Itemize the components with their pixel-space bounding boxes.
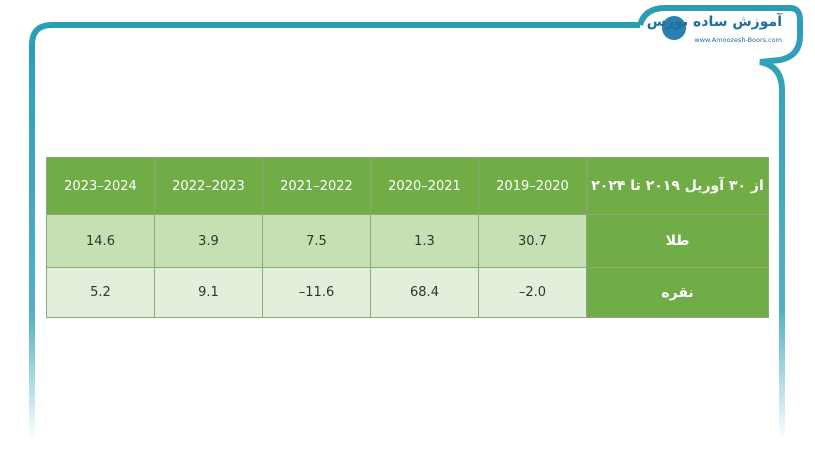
logo: آموزش ساده بورس www.Amoozesh-Boors.com <box>647 12 798 48</box>
header-cell: 2022–2023 <box>154 157 263 215</box>
header-row: از ۳۰ آوریل ۲۰۱۹ تا ۲۰۲۴ 2019–2020 2020–20… <box>46 157 769 215</box>
frame-left <box>29 22 640 440</box>
cell: 68.4 <box>370 267 479 318</box>
table-row: طلا 30.7 1.3 7.5 3.9 14.6 <box>46 214 769 268</box>
header-cell: 2020–2021 <box>370 157 479 215</box>
cell: 30.7 <box>478 214 587 268</box>
header-cell: 2023–2024 <box>46 157 155 215</box>
table-row: نقره –2.0 68.4 –11.6 9.1 5.2 <box>46 267 769 318</box>
header-cell: 2021–2022 <box>262 157 371 215</box>
header-cell: از ۳۰ آوریل ۲۰۱۹ تا ۲۰۲۴ <box>586 157 769 215</box>
cell: –2.0 <box>478 267 587 318</box>
cell: 7.5 <box>262 214 371 268</box>
logo-title: آموزش ساده بورس <box>646 14 782 30</box>
table: از ۳۰ آوریل ۲۰۱۹ تا ۲۰۲۴ 2019–2020 2020–20… <box>46 157 769 318</box>
frame-right <box>637 5 803 440</box>
cell: 1.3 <box>370 214 479 268</box>
row-label: طلا <box>586 214 769 268</box>
cell: 14.6 <box>46 214 155 268</box>
row-label: نقره <box>586 267 769 318</box>
cell: 5.2 <box>46 267 155 318</box>
cell: 9.1 <box>154 267 263 318</box>
logo-icon <box>662 16 686 40</box>
cell: 3.9 <box>154 214 263 268</box>
logo-url: www.Amoozesh-Boors.com <box>694 36 782 44</box>
header-cell: 2019–2020 <box>478 157 587 215</box>
cell: –11.6 <box>262 267 371 318</box>
